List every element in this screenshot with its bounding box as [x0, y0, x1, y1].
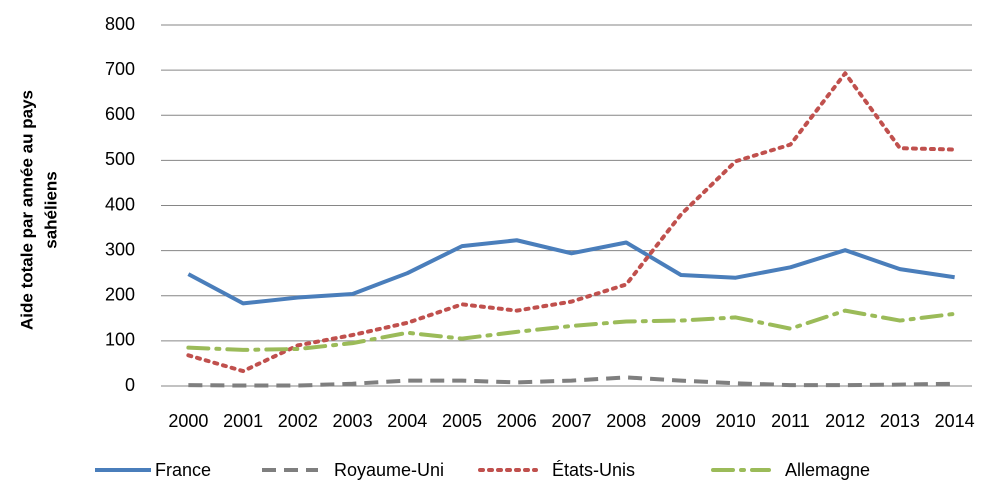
x-tick-label: 2002 — [278, 411, 318, 431]
x-tick-label: 2013 — [880, 411, 920, 431]
legend-label: Allemagne — [785, 460, 870, 480]
x-tick-label: 2011 — [771, 411, 810, 431]
x-tick-label: 2006 — [497, 411, 537, 431]
y-tick-label: 800 — [105, 14, 135, 34]
x-tick-label: 2001 — [223, 411, 263, 431]
x-tick-label: 2000 — [168, 411, 208, 431]
y-tick-label: 300 — [105, 239, 135, 259]
x-tick-label: 2010 — [716, 411, 756, 431]
series-line — [186, 308, 957, 352]
y-tick-label: 100 — [105, 330, 135, 350]
x-tick-label: 2008 — [606, 411, 646, 431]
y-tick-label: 0 — [125, 375, 135, 395]
x-tick-label: 2014 — [935, 411, 975, 431]
y-tick-label: 200 — [105, 285, 135, 305]
series-line — [188, 375, 955, 388]
y-tick-label: 700 — [105, 59, 135, 79]
y-tick-label: 400 — [105, 194, 135, 214]
y-axis-title-line: Aide totale par année au pays — [17, 90, 36, 330]
y-tick-label: 500 — [105, 149, 135, 169]
y-axis-title-line: sahéliens — [41, 171, 60, 249]
series-line — [187, 238, 955, 306]
x-tick-label: 2012 — [825, 411, 865, 431]
legend-label: France — [155, 460, 211, 480]
series-line — [186, 71, 957, 374]
x-tick-label: 2007 — [551, 411, 591, 431]
x-tick-label: 2005 — [442, 411, 482, 431]
y-axis-title: Aide totale par année au pays sahéliens — [17, 90, 60, 330]
legend-label: États-Unis — [552, 460, 635, 480]
x-tick-label: 2009 — [661, 411, 701, 431]
x-tick-label: 2003 — [333, 411, 373, 431]
legend-label: Royaume-Uni — [334, 460, 444, 480]
x-tick-label: 2004 — [387, 411, 427, 431]
y-tick-label: 600 — [105, 104, 135, 124]
